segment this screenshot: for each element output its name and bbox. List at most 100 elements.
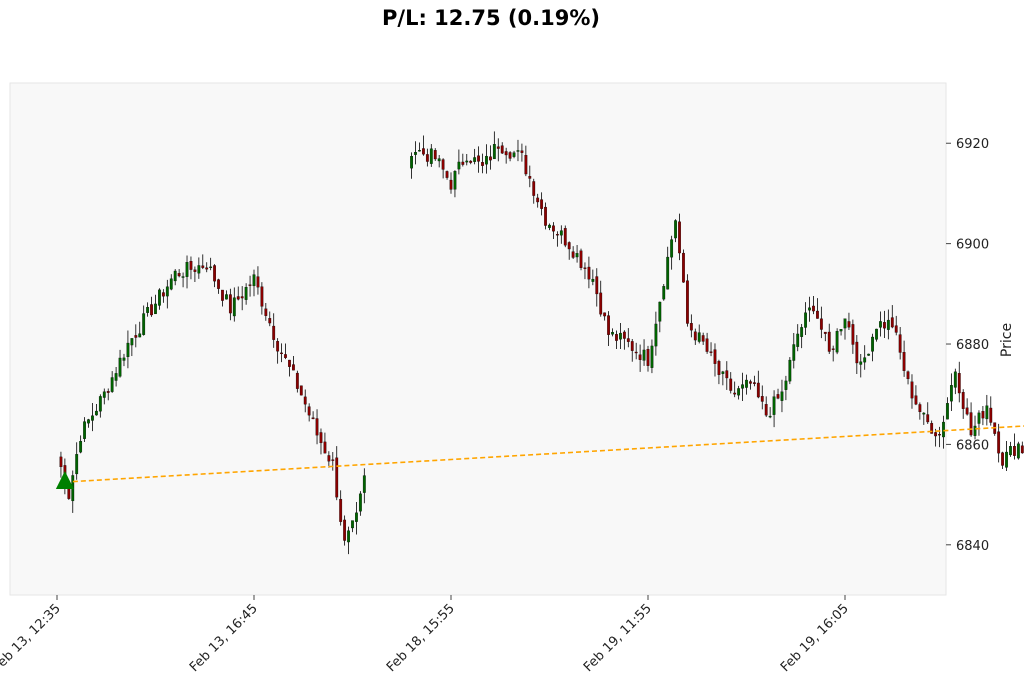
candle-body: [646, 349, 650, 366]
candle-body: [942, 421, 945, 438]
candle-body: [142, 313, 146, 335]
candle-body: [575, 253, 579, 258]
candle-body: [559, 230, 563, 236]
candle-body: [898, 334, 902, 353]
candle-body: [122, 357, 126, 361]
candle-body: [894, 325, 898, 333]
candle-body: [650, 345, 654, 368]
candle-body: [146, 307, 150, 313]
candle-body: [256, 276, 260, 288]
candle-body: [331, 459, 335, 461]
candle-body: [1013, 446, 1016, 456]
candle-body: [268, 318, 272, 324]
candle-body: [276, 341, 280, 352]
candle-body: [335, 457, 339, 498]
candle-body: [260, 286, 264, 307]
candle-body: [355, 512, 358, 522]
candle-body: [524, 155, 528, 175]
candle-body: [973, 425, 977, 436]
candle-body: [244, 286, 248, 300]
candle-body: [969, 412, 973, 436]
candle-body: [154, 303, 157, 315]
candle-body: [358, 493, 362, 512]
candle-body: [697, 332, 701, 342]
candle-body: [630, 341, 634, 351]
candle-body: [91, 415, 94, 421]
candle-body: [98, 396, 102, 412]
candle-body: [425, 154, 429, 162]
candle-body: [926, 414, 930, 423]
candle-body: [118, 357, 122, 377]
candle-body: [414, 152, 417, 155]
candle-body: [709, 351, 713, 353]
trade-line: [64, 425, 1024, 483]
candle-body: [173, 270, 177, 282]
candle-body: [835, 330, 839, 353]
candle-body: [102, 391, 106, 398]
candle-body: [701, 335, 705, 342]
candle-body: [851, 324, 855, 345]
candle-body: [705, 338, 709, 352]
candle-body: [599, 292, 603, 315]
candle-body: [977, 412, 981, 424]
candle-body: [496, 146, 500, 149]
candle-body: [83, 421, 86, 439]
candle-body: [563, 228, 567, 246]
candle-body: [303, 396, 307, 405]
candle-body: [264, 308, 268, 316]
candle-body: [240, 296, 244, 299]
candle-body: [410, 156, 414, 169]
candle-body: [776, 394, 780, 399]
candle-body: [449, 179, 453, 190]
candle-body: [867, 353, 871, 356]
candle-body: [126, 342, 130, 358]
candle-body: [638, 354, 642, 360]
candle-body: [965, 407, 969, 415]
candle-body: [717, 361, 721, 375]
candle-body: [339, 498, 343, 522]
candle-body: [236, 296, 240, 300]
candle-body: [1005, 451, 1008, 468]
x-tick-label: Feb 18, 15:55: [384, 601, 458, 675]
candle-body: [492, 144, 496, 160]
candle-body: [311, 417, 315, 420]
candle-body: [914, 395, 918, 405]
candle-body: [134, 335, 138, 338]
candle-body: [678, 221, 681, 254]
candle-body: [567, 242, 571, 250]
candle-body: [457, 161, 461, 170]
candle-body: [792, 344, 796, 361]
candle-body: [291, 364, 295, 371]
candle-body: [796, 333, 800, 347]
candle-body: [756, 382, 760, 398]
candle-body: [890, 317, 894, 328]
candle-body: [733, 392, 737, 395]
candle-body: [461, 161, 465, 165]
candle-body: [741, 384, 744, 389]
candle-body: [603, 312, 607, 317]
candle-body: [437, 158, 441, 162]
candle-body: [477, 155, 480, 162]
candle-body: [886, 319, 890, 330]
candle-body: [800, 327, 804, 337]
candle-body: [429, 148, 433, 164]
candle-body: [930, 423, 934, 434]
candle-body: [504, 151, 508, 156]
candle-body: [445, 171, 449, 178]
candle-body: [295, 372, 299, 389]
candle-body: [961, 392, 965, 409]
candle-body: [910, 381, 914, 399]
candle-body: [721, 371, 725, 374]
candle-body: [760, 396, 764, 402]
candle-body: [280, 352, 283, 355]
candle-body: [843, 318, 847, 329]
candle-body: [1001, 452, 1004, 466]
candle-body: [883, 322, 886, 329]
candle-body: [453, 171, 457, 190]
candle-body: [579, 250, 583, 268]
candle-body: [666, 256, 670, 290]
candle-body: [165, 286, 169, 297]
candle-body: [949, 385, 953, 402]
candle-body: [75, 454, 79, 475]
candle-body: [879, 321, 882, 328]
